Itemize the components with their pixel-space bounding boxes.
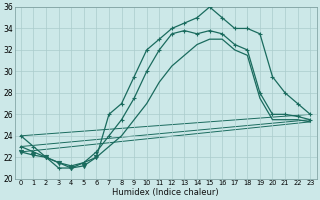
X-axis label: Humidex (Indice chaleur): Humidex (Indice chaleur) — [112, 188, 219, 197]
